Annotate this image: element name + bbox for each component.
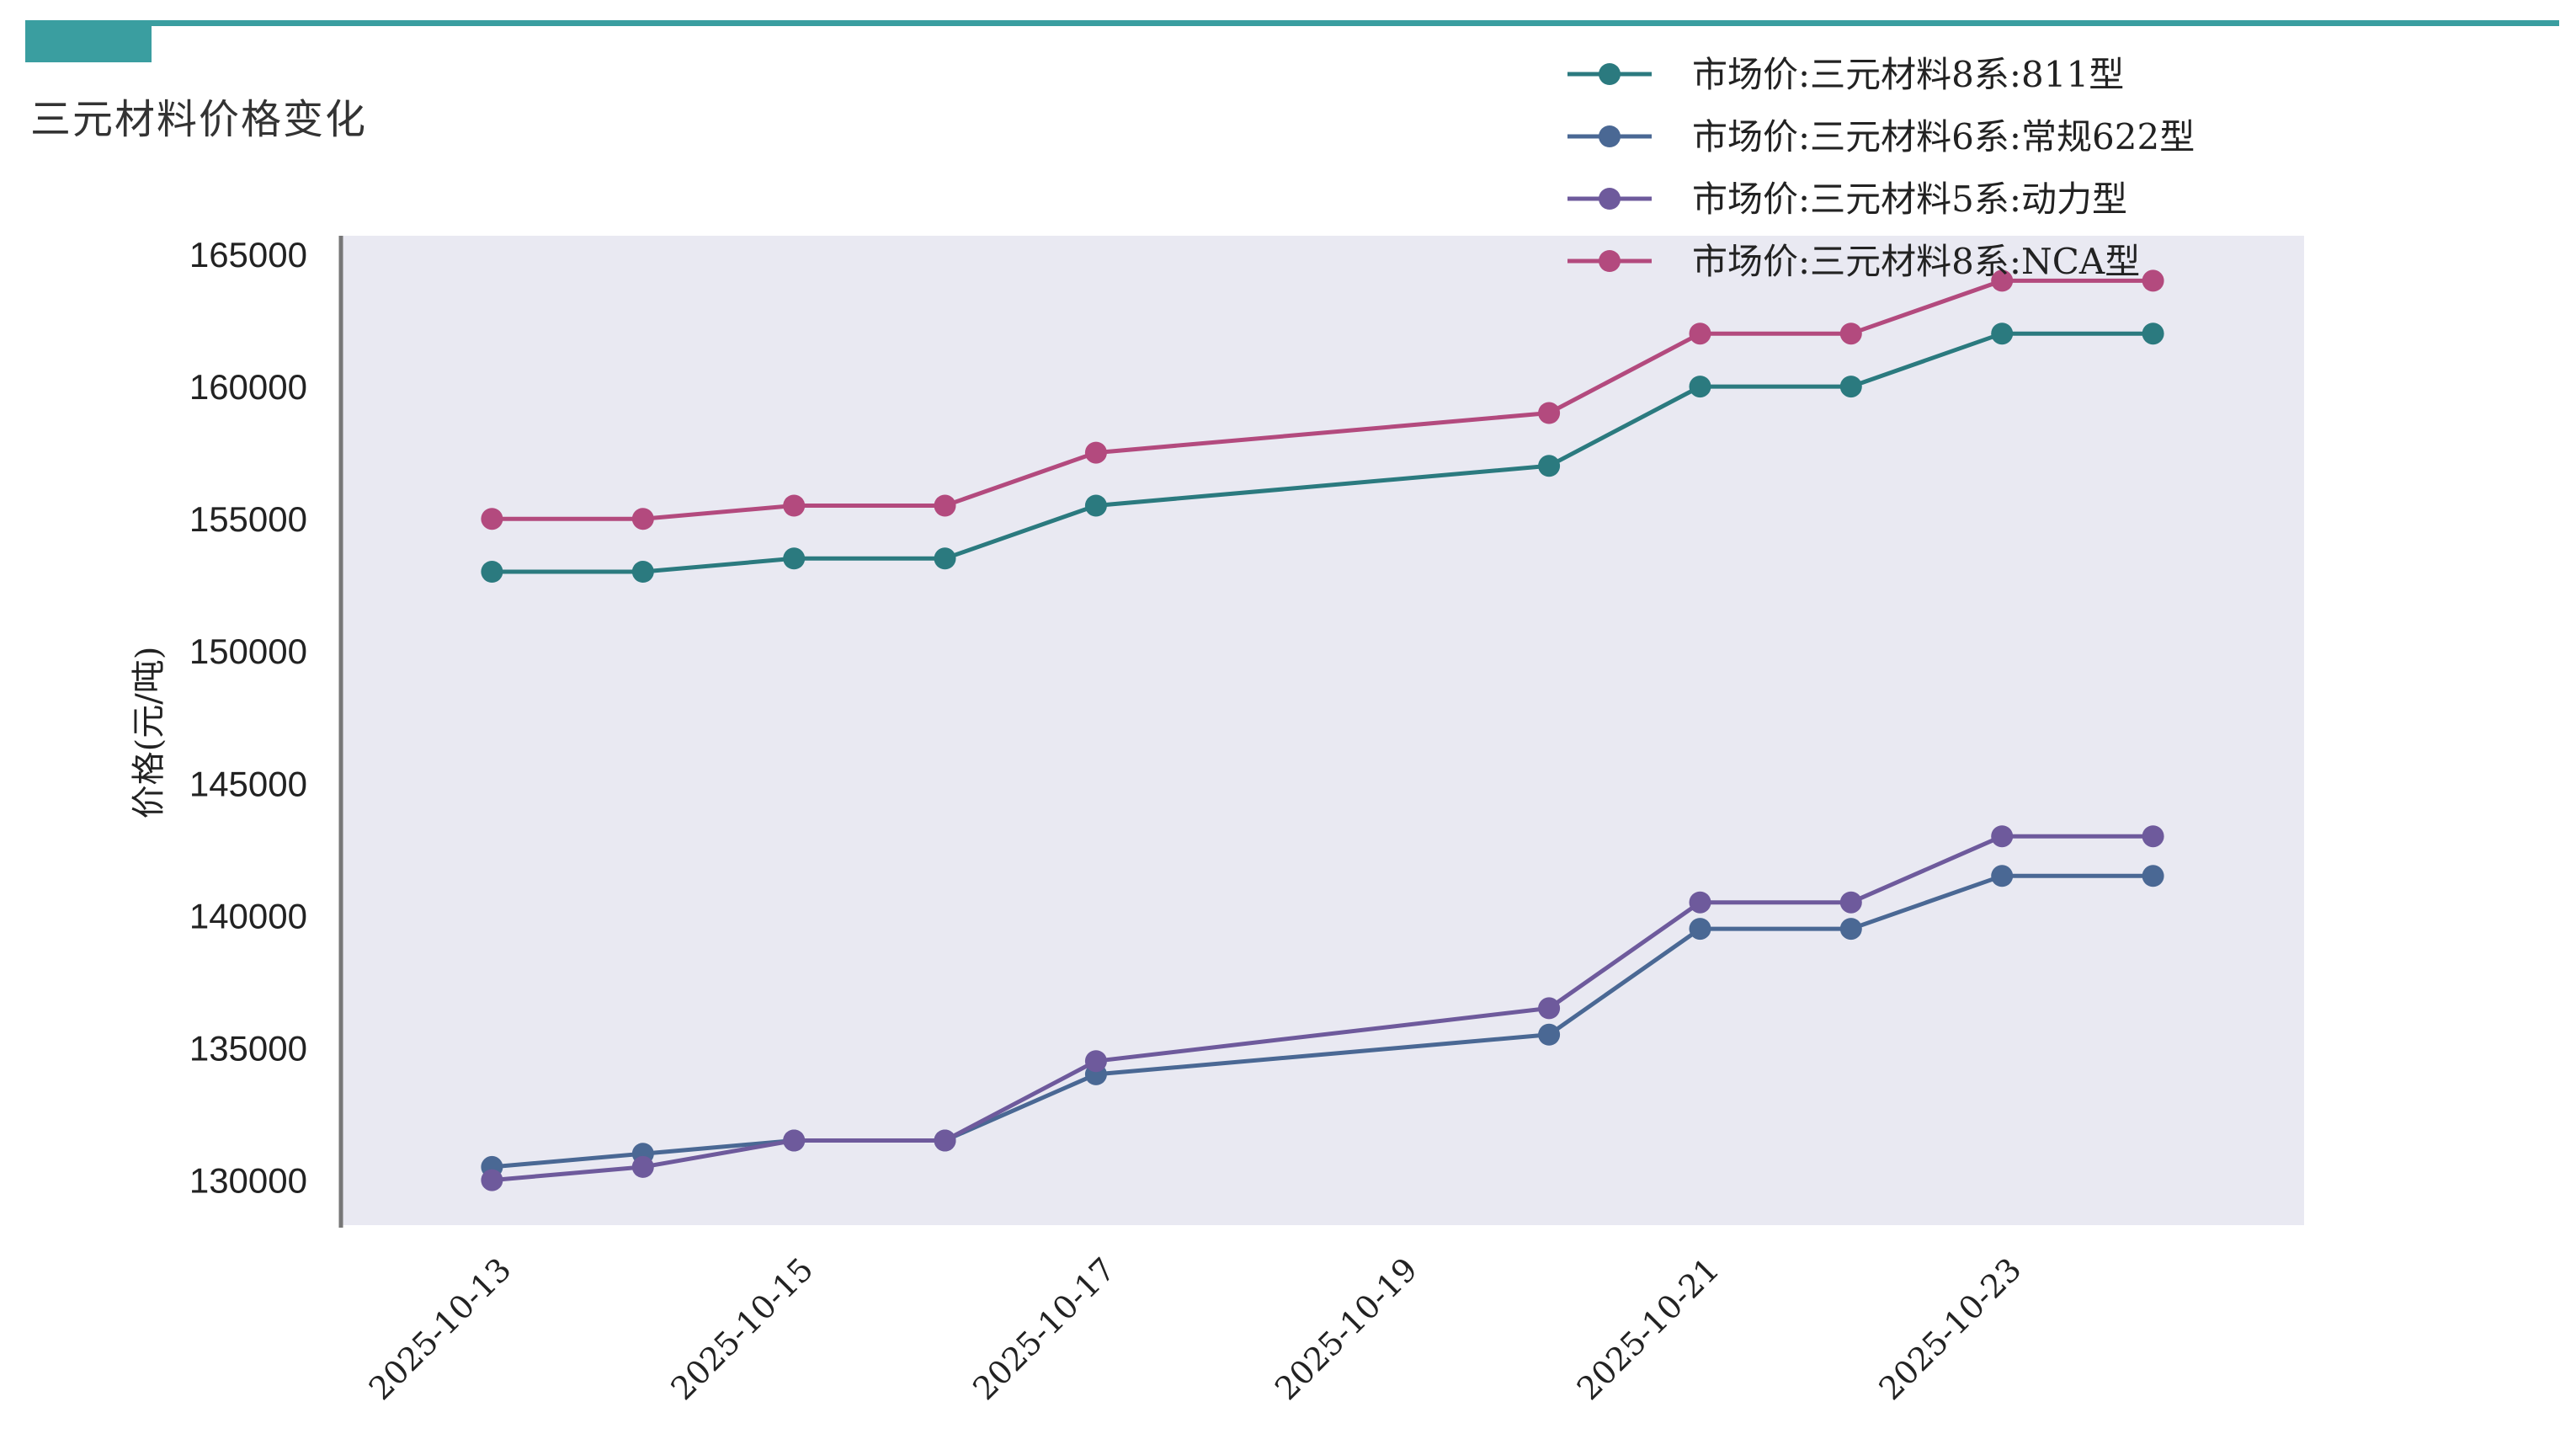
data-point bbox=[1991, 269, 2014, 292]
y-tick-label: 160000 bbox=[189, 367, 307, 407]
legend-label: 市场价:三元材料6系:常规622型 bbox=[1692, 116, 2195, 157]
data-point bbox=[631, 1155, 654, 1178]
data-point bbox=[934, 494, 956, 517]
legend-label: 市场价:三元材料8系:811型 bbox=[1692, 54, 2124, 95]
y-tick-label: 145000 bbox=[189, 764, 307, 803]
data-point bbox=[783, 547, 806, 570]
data-point bbox=[1689, 891, 1711, 914]
y-tick-label: 150000 bbox=[189, 632, 307, 671]
data-point bbox=[1991, 865, 2014, 887]
data-point bbox=[631, 508, 654, 530]
x-tick-label: 2025-10-13 bbox=[362, 1250, 519, 1407]
x-tick-label: 2025-10-19 bbox=[1268, 1250, 1424, 1407]
legend-swatch-marker bbox=[1599, 188, 1621, 210]
series-4 bbox=[481, 269, 2164, 530]
y-tick-label: 135000 bbox=[189, 1029, 307, 1069]
legend-label: 市场价:三元材料5系:动力型 bbox=[1692, 179, 2127, 220]
data-point bbox=[1839, 891, 1862, 914]
data-point bbox=[783, 1129, 806, 1152]
data-point bbox=[2142, 269, 2164, 292]
y-tick-label: 165000 bbox=[189, 235, 307, 274]
plot-area bbox=[341, 236, 2304, 1225]
data-point bbox=[2142, 865, 2164, 887]
data-point bbox=[1839, 918, 1862, 941]
data-point bbox=[1084, 1050, 1107, 1073]
data-point bbox=[783, 494, 806, 517]
legend-label: 市场价:三元材料8系:NCA型 bbox=[1692, 241, 2140, 282]
legend-item: 市场价:三元材料6系:常规622型 bbox=[1567, 116, 2195, 157]
data-point bbox=[1689, 918, 1711, 941]
legend-item: 市场价:三元材料8系:NCA型 bbox=[1567, 241, 2140, 282]
series-line bbox=[492, 834, 2153, 1183]
data-point bbox=[1084, 494, 1107, 517]
legend-swatch-marker bbox=[1599, 250, 1621, 272]
legend-item: 市场价:三元材料8系:811型 bbox=[1567, 54, 2124, 95]
x-tick-label: 2025-10-17 bbox=[966, 1250, 1122, 1407]
series-1 bbox=[481, 322, 2164, 583]
data-point bbox=[1991, 825, 2014, 848]
data-point bbox=[1538, 455, 1561, 477]
x-axis-ticks: 2025-10-13 2025-10-15 2025-10-17 2025-10-19… bbox=[362, 1250, 2029, 1407]
legend-swatch-marker bbox=[1599, 125, 1621, 147]
series-line bbox=[492, 331, 2153, 574]
series-layer bbox=[481, 269, 2164, 1191]
series-line bbox=[492, 278, 2153, 521]
y-axis-ticks: 130000 135000 140000 145000 150000 155000 1600… bbox=[189, 235, 307, 1201]
data-point bbox=[934, 1129, 956, 1152]
series-line bbox=[492, 873, 2153, 1170]
data-point bbox=[1689, 376, 1711, 398]
data-point bbox=[1538, 997, 1561, 1020]
data-point bbox=[1538, 402, 1561, 424]
data-point bbox=[2142, 825, 2164, 848]
y-tick-label: 130000 bbox=[189, 1161, 307, 1201]
legend: 市场价:三元材料8系:811型市场价:三元材料6系:常规622型市场价:三元材料… bbox=[1567, 54, 2195, 282]
data-point bbox=[1839, 322, 1862, 345]
x-tick-label: 2025-10-23 bbox=[1872, 1250, 2029, 1407]
y-axis-title: 价格(元/吨) bbox=[130, 647, 168, 819]
data-point bbox=[934, 547, 956, 570]
header-accent-bar bbox=[25, 20, 2559, 26]
data-point bbox=[481, 1169, 503, 1191]
data-point bbox=[631, 561, 654, 583]
data-point bbox=[481, 561, 503, 583]
legend-item: 市场价:三元材料5系:动力型 bbox=[1567, 179, 2127, 220]
header-accent-tab bbox=[25, 20, 152, 62]
data-point bbox=[1689, 322, 1711, 345]
data-point bbox=[1839, 376, 1862, 398]
y-tick-label: 155000 bbox=[189, 499, 307, 539]
x-tick-label: 2025-10-15 bbox=[663, 1250, 820, 1407]
series-3 bbox=[481, 825, 2164, 1191]
data-point bbox=[1084, 441, 1107, 464]
data-point bbox=[2142, 322, 2164, 345]
x-tick-label: 2025-10-21 bbox=[1570, 1250, 1727, 1407]
page-title: 三元材料价格变化 bbox=[30, 96, 368, 143]
y-tick-label: 140000 bbox=[189, 896, 307, 935]
data-point bbox=[1538, 1023, 1561, 1046]
data-point bbox=[481, 508, 503, 530]
legend-swatch-marker bbox=[1599, 63, 1621, 85]
data-point bbox=[1991, 322, 2014, 345]
